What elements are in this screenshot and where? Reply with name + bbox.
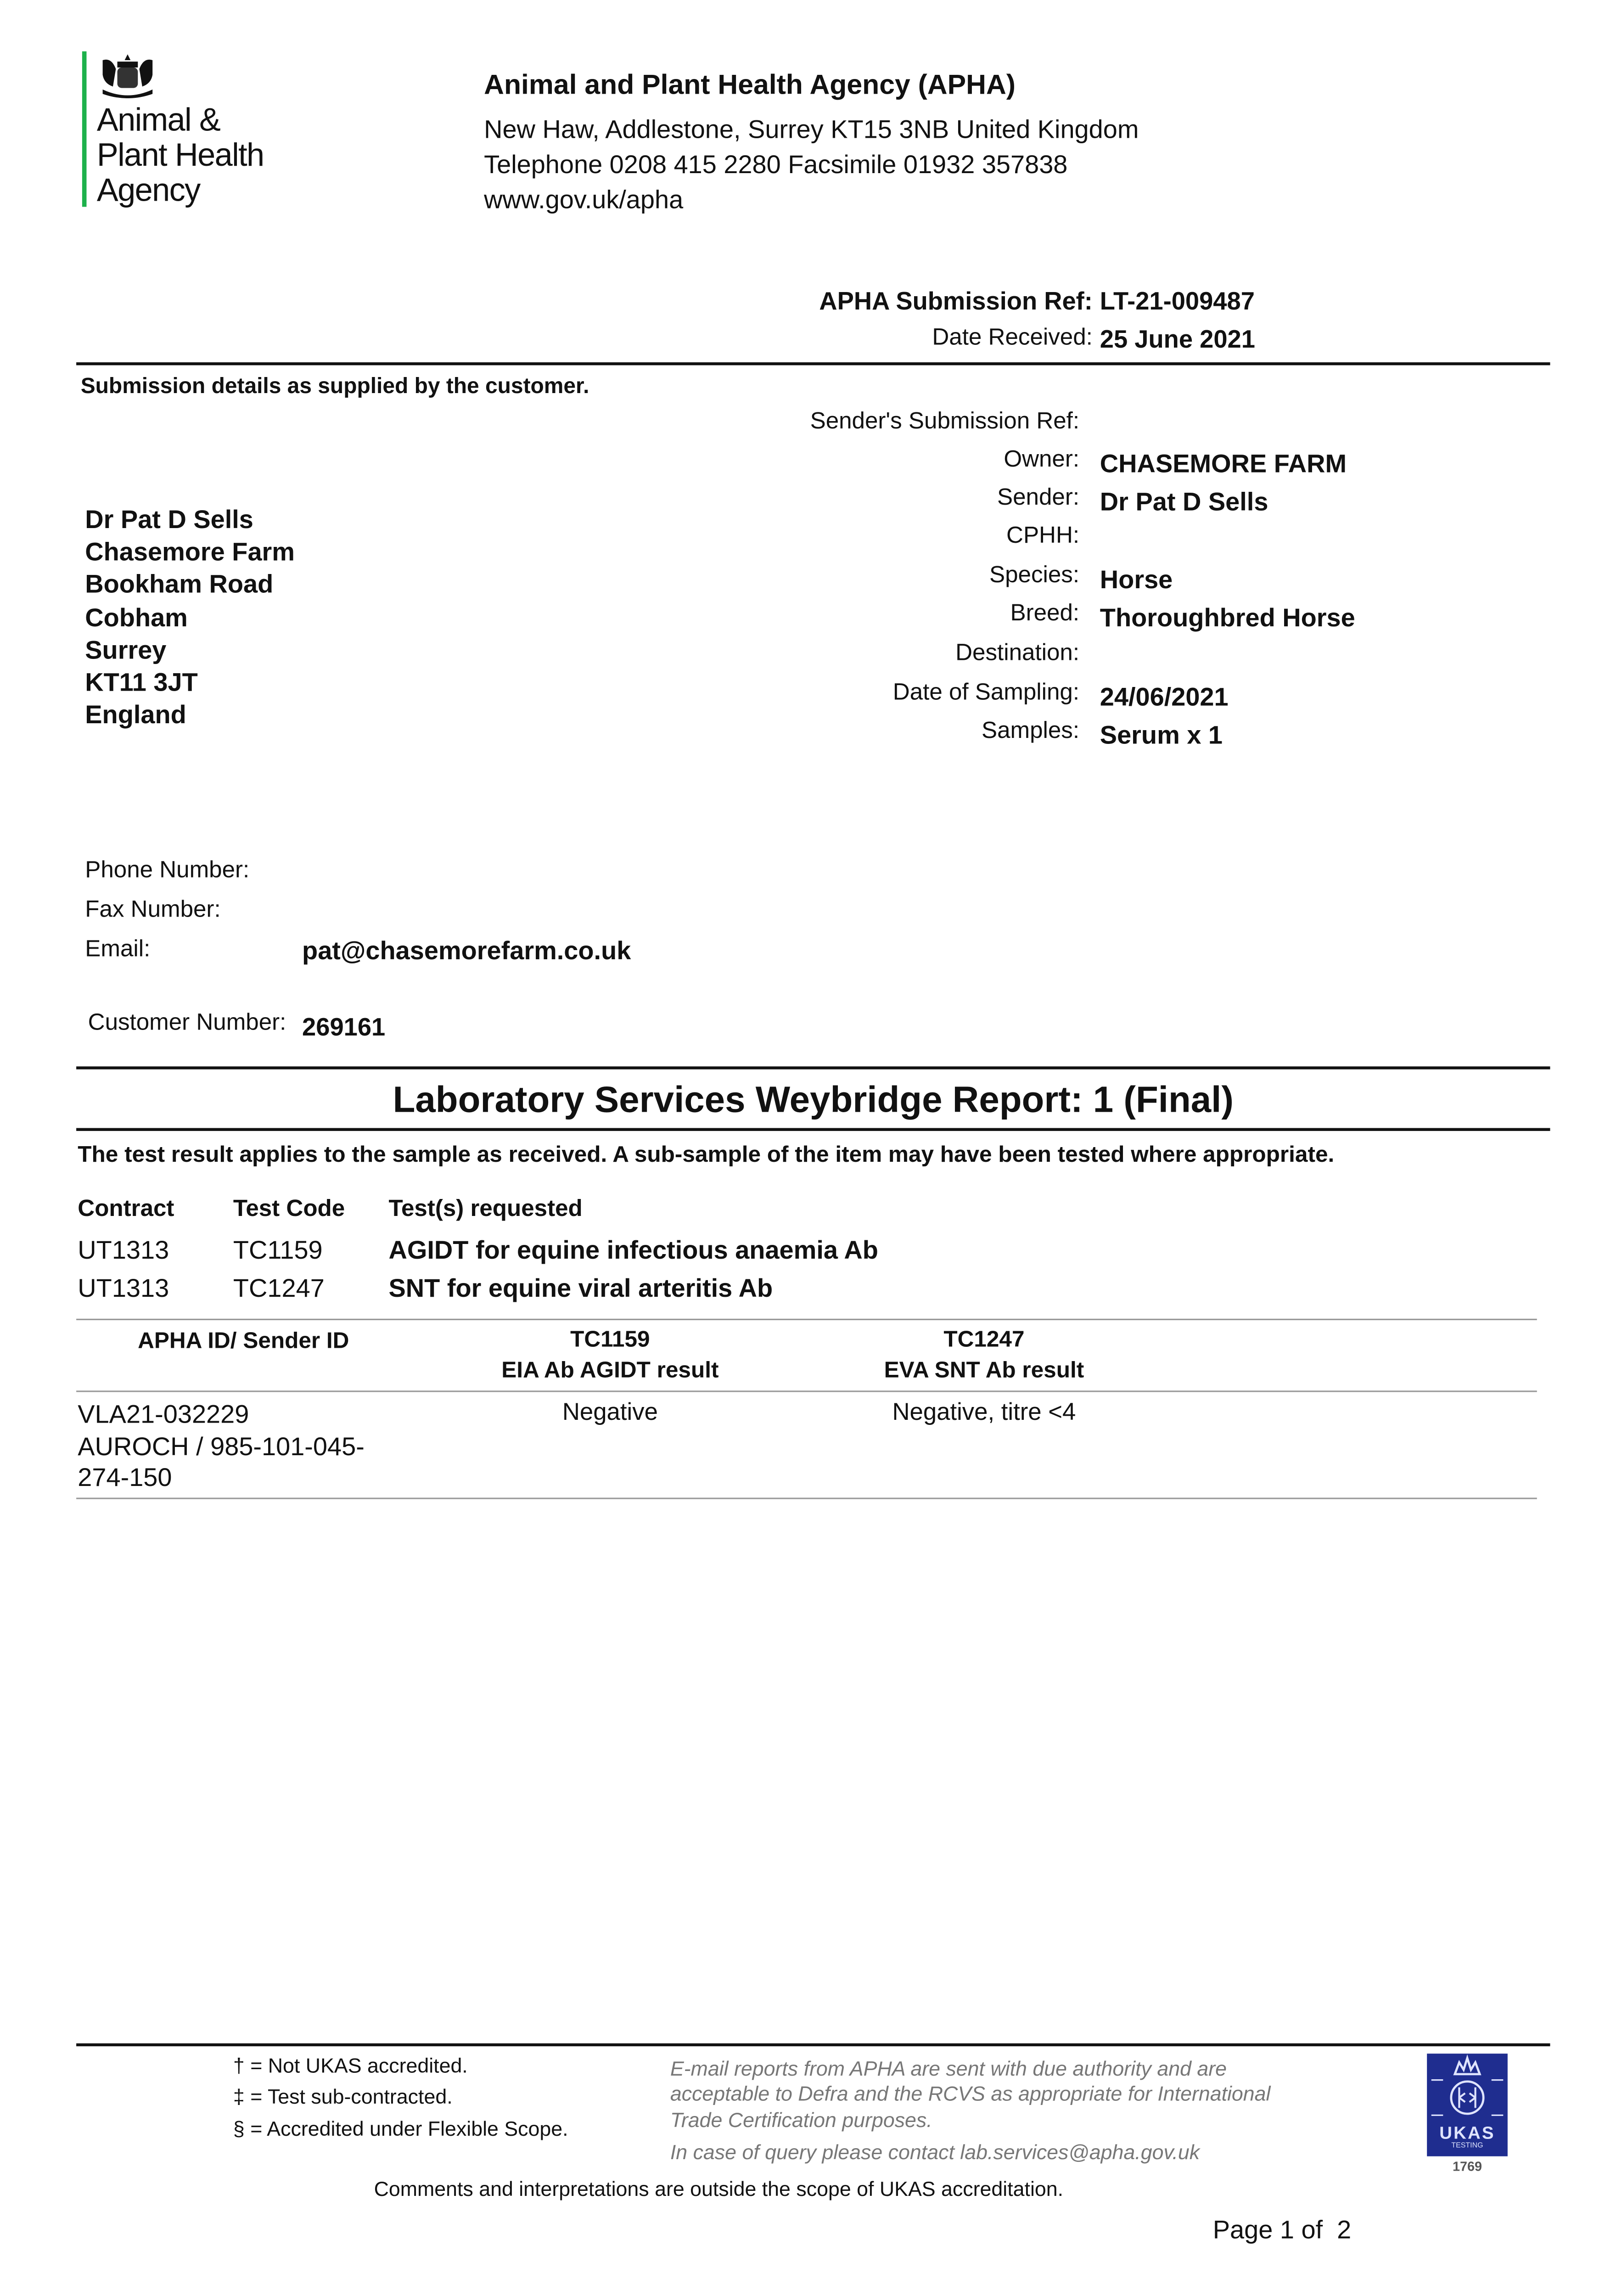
id-line: 274-150 — [78, 1462, 172, 1492]
divider — [76, 1497, 1537, 1499]
submission-ref-label: APHA Submission Ref: — [819, 287, 1093, 315]
customer-number-label: Customer Number: — [88, 1010, 286, 1036]
results-header-id: APHA ID/ Sender ID — [138, 1329, 349, 1354]
detail-value: Dr Pat D Sells — [1100, 487, 1268, 517]
address-line: KT11 3JT — [85, 667, 198, 697]
test-name: SNT for equine viral arteritis Ab — [388, 1273, 773, 1303]
eia-result: Negative — [562, 1399, 658, 1426]
org-name: Animal and Plant Health Agency (APHA) — [484, 70, 1016, 101]
detail-label: Destination: — [955, 641, 1080, 666]
footer-divider — [76, 2043, 1550, 2047]
email-label: Email: — [85, 937, 151, 962]
test-row: UT1313 TC1247 SNT for equine viral arter… — [0, 1273, 1622, 1306]
royal-crest-icon — [102, 54, 153, 99]
address-line: Surrey — [85, 635, 167, 664]
test-name: AGIDT for equine infectious anaemia Ab — [388, 1235, 878, 1265]
org-website[interactable]: www.gov.uk/apha — [484, 185, 684, 214]
ukas-text: UKAS — [1439, 2122, 1495, 2144]
results-header-eva-code: TC1247 — [943, 1327, 1025, 1353]
address-line: Dr Pat D Sells — [85, 504, 253, 534]
detail-value: Horse — [1100, 564, 1173, 594]
divider — [76, 1318, 1537, 1320]
logo-accent-bar — [82, 51, 87, 207]
ukas-number: 1769 — [1453, 2159, 1482, 2174]
eva-result: Negative, titre <4 — [892, 1399, 1076, 1426]
fax-label: Fax Number: — [85, 897, 221, 923]
divider — [76, 362, 1550, 366]
customer-note: Submission details as supplied by the cu… — [80, 374, 589, 399]
ukas-sub: TESTING — [1451, 2141, 1483, 2150]
col-contract: Contract — [78, 1197, 174, 1222]
report-title: Laboratory Services Weybridge Report: 1 … — [393, 1080, 1234, 1121]
detail-label: Samples: — [982, 719, 1080, 744]
query-note: In case of query please contact lab.serv… — [670, 2140, 1200, 2164]
customer-number: 269161 — [302, 1013, 386, 1042]
org-address: New Haw, Addlestone, Surrey KT15 3NB Uni… — [484, 114, 1139, 144]
contract: UT1313 — [78, 1235, 169, 1265]
results-header-eia-code: TC1159 — [570, 1327, 650, 1353]
test-code: TC1247 — [233, 1273, 325, 1303]
detail-label: Date of Sampling: — [892, 681, 1080, 706]
submission-ref: LT-21-009487 — [1100, 287, 1255, 315]
date-received: 25 June 2021 — [1100, 326, 1255, 354]
logo-line: Agency — [96, 171, 201, 208]
detail-value: 24/06/2021 — [1100, 682, 1229, 712]
detail-value: Serum x 1 — [1100, 720, 1223, 750]
test-row: UT1313 TC1159 AGIDT for equine infectiou… — [0, 1235, 1622, 1267]
divider — [76, 1066, 1550, 1069]
comments-note: Comments and interpretations are outside… — [374, 2177, 1064, 2200]
detail-label: Sender: — [997, 485, 1080, 511]
id-line: VLA21-032229 — [78, 1399, 249, 1429]
result-row: VLA21-032229 AUROCH / 985-101-045- 274-1… — [0, 1399, 1622, 1496]
address-line: Cobham — [85, 602, 188, 632]
logo-line: Plant Health — [96, 136, 264, 173]
detail-value: Thoroughbred Horse — [1100, 602, 1355, 632]
ukas-logo: UKAS TESTING — [1427, 2054, 1508, 2156]
customer-address: Dr Pat D Sells Chasemore Farm Bookham Ro… — [85, 503, 295, 731]
detail-label: Owner: — [1004, 447, 1080, 473]
date-received-label: Date Received: — [932, 326, 1093, 351]
email-note: E-mail reports from APHA are sent with d… — [670, 2057, 1271, 2133]
test-code: TC1159 — [233, 1235, 323, 1265]
org-phone-fax: Telephone 0208 415 2280 Facsimile 01932 … — [484, 149, 1068, 179]
logo-text: Animal & Plant Health Agency — [96, 101, 264, 208]
logo-line: Animal & — [96, 101, 221, 138]
results-header-eia-name: EIA Ab AGIDT result — [501, 1358, 719, 1384]
address-line: Bookham Road — [85, 569, 274, 599]
accreditation-legend: † = Not UKAS accredited. ‡ = Test sub-co… — [233, 2051, 568, 2144]
detail-label: Sender's Submission Ref: — [810, 409, 1080, 434]
detail-label: Species: — [989, 563, 1080, 588]
detail-value: CHASEMORE FARM — [1100, 449, 1347, 478]
results-header-eva-name: EVA SNT Ab result — [884, 1358, 1084, 1384]
divider — [76, 1128, 1550, 1131]
sample-id: VLA21-032229 AUROCH / 985-101-045- 274-1… — [78, 1399, 365, 1494]
id-line: AUROCH / 985-101-045- — [78, 1431, 365, 1461]
address-line: England — [85, 700, 186, 730]
legend-item: § = Accredited under Flexible Scope. — [233, 2116, 568, 2140]
ukas-crown-icon — [1431, 2054, 1504, 2116]
detail-label: Breed: — [1010, 601, 1080, 627]
address-line: Chasemore Farm — [85, 537, 295, 567]
phone-label: Phone Number: — [85, 858, 250, 884]
note-line: Trade Certification purposes. — [670, 2107, 932, 2131]
legend-item: ‡ = Test sub-contracted. — [233, 2085, 453, 2109]
report-note: The test result applies to the sample as… — [78, 1142, 1335, 1168]
note-line: acceptable to Defra and the RCVS as appr… — [670, 2082, 1271, 2105]
col-tests-requested: Test(s) requested — [388, 1197, 583, 1222]
divider — [76, 1390, 1537, 1392]
note-line: E-mail reports from APHA are sent with d… — [670, 2056, 1227, 2080]
contract: UT1313 — [78, 1273, 169, 1303]
page-number: Page 1 of 2 — [1212, 2215, 1352, 2245]
legend-item: † = Not UKAS accredited. — [233, 2054, 468, 2077]
email-value[interactable]: pat@chasemorefarm.co.uk — [302, 936, 631, 965]
col-test-code: Test Code — [233, 1197, 345, 1222]
detail-label: CPHH: — [1006, 523, 1080, 549]
